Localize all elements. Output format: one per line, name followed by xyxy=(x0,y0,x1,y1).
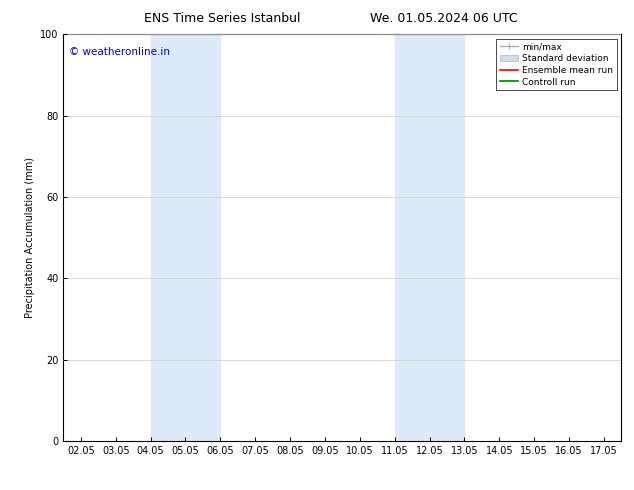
Text: We. 01.05.2024 06 UTC: We. 01.05.2024 06 UTC xyxy=(370,12,517,25)
Text: © weatheronline.in: © weatheronline.in xyxy=(69,47,170,56)
Bar xyxy=(394,34,464,441)
Text: ENS Time Series Istanbul: ENS Time Series Istanbul xyxy=(144,12,300,25)
Y-axis label: Precipitation Accumulation (mm): Precipitation Accumulation (mm) xyxy=(25,157,35,318)
Bar xyxy=(150,34,221,441)
Legend: min/max, Standard deviation, Ensemble mean run, Controll run: min/max, Standard deviation, Ensemble me… xyxy=(496,39,617,90)
